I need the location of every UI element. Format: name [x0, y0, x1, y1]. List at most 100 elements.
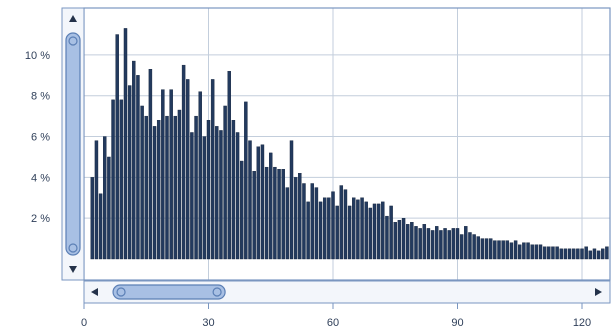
histogram-bar [596, 250, 601, 260]
histogram-bar [538, 244, 543, 260]
vertical-thumb-grip-bottom-icon [68, 243, 78, 253]
histogram-bar [186, 79, 190, 260]
histogram-bar [277, 169, 281, 260]
x-tick-label: 0 [81, 317, 87, 329]
x-tick-label: 120 [573, 317, 591, 329]
histogram-bar [559, 248, 563, 260]
histogram-bar [148, 69, 153, 260]
histogram-bar [281, 169, 285, 260]
histogram-bar [605, 246, 609, 260]
histogram-bar [177, 109, 182, 260]
histogram-bar [588, 250, 593, 260]
histogram-bar [443, 228, 447, 260]
histogram-bar [161, 89, 165, 260]
histogram-bar [165, 115, 169, 260]
scroll-right-arrow-icon[interactable] [595, 288, 602, 296]
histogram-bar [156, 120, 161, 260]
vertical-scroll-thumb[interactable] [65, 32, 81, 256]
histogram-bar [206, 120, 211, 260]
histogram-bar [368, 207, 373, 260]
histogram-bar [293, 177, 298, 260]
histogram-bar [223, 105, 227, 260]
histogram-bar [306, 201, 310, 260]
histogram-bar [269, 152, 273, 260]
histogram-bar [107, 156, 111, 260]
histogram-bar [360, 197, 364, 260]
histogram-bar [571, 248, 576, 260]
histogram-bar [422, 224, 427, 260]
histogram-bar [393, 222, 397, 260]
histogram-bar [123, 28, 128, 260]
histogram-bar [542, 246, 547, 260]
histogram-bar [94, 140, 99, 260]
histogram-bar [339, 185, 344, 260]
histogram-bar [518, 244, 522, 260]
histogram-bar [352, 197, 356, 260]
histogram-bar [480, 238, 485, 260]
histogram-bar [119, 99, 124, 260]
histogram-bar [190, 132, 194, 260]
histogram-bar [322, 197, 327, 260]
scroll-down-arrow-icon[interactable] [69, 266, 77, 273]
histogram-bar [488, 238, 493, 260]
histogram-bar [231, 120, 236, 260]
histogram-bar [534, 244, 539, 260]
scroll-left-arrow-icon[interactable] [91, 288, 98, 296]
histogram-bar [181, 64, 186, 260]
histogram-bar [580, 248, 584, 260]
horizontal-thumb-grip-right-icon [212, 287, 222, 297]
histogram-bar [472, 234, 476, 260]
histogram-bar [459, 234, 464, 260]
bar-series [90, 28, 609, 260]
histogram-bar [198, 91, 202, 260]
histogram-bar [318, 201, 323, 260]
histogram-bar [430, 230, 435, 260]
vertical-scrollbar[interactable] [61, 7, 85, 281]
x-tick-label: 60 [327, 317, 339, 329]
y-axis-tick-labels: 2 % 4 % 6 % 8 % 10 % [25, 50, 50, 225]
histogram-bar [563, 248, 568, 260]
histogram-bar [576, 248, 580, 260]
histogram-bar [132, 60, 136, 260]
histogram-bar [256, 146, 261, 260]
histogram-bar [314, 187, 319, 260]
histogram-bar [248, 140, 252, 260]
histogram-bar [547, 246, 551, 260]
histogram-bar [555, 246, 559, 260]
vertical-thumb-grip-top-icon [68, 36, 78, 46]
histogram-bar [136, 75, 140, 260]
histogram-bar [239, 160, 244, 260]
histogram-bar [468, 232, 472, 260]
histogram-bar [439, 230, 443, 260]
histogram-bar [522, 242, 526, 260]
histogram-bar [144, 115, 148, 260]
histogram-bar [260, 144, 265, 260]
histogram-bar [140, 105, 144, 260]
histogram-bar [111, 99, 115, 260]
horizontal-scrollbar[interactable] [83, 280, 611, 304]
y-tick-label: 10 % [25, 50, 50, 62]
histogram-bar [426, 228, 431, 260]
histogram-bar [356, 199, 360, 260]
histogram-bar [376, 203, 381, 260]
x-tick-label: 90 [451, 317, 463, 329]
horizontal-scroll-thumb[interactable] [112, 284, 226, 300]
histogram-bar [530, 244, 534, 260]
histogram-bar [497, 240, 501, 260]
histogram-bar [173, 115, 178, 260]
scroll-up-arrow-icon[interactable] [69, 15, 77, 22]
histogram-bar [493, 240, 497, 260]
histogram-bar [289, 140, 294, 260]
histogram-bar [592, 248, 597, 260]
histogram-bar [381, 201, 385, 260]
histogram-bar [401, 217, 406, 260]
histogram-bar [98, 193, 103, 260]
histogram-bar [410, 222, 414, 260]
x-axis-tick-labels: 0 30 60 90 120 [81, 303, 591, 329]
histogram-bar [435, 226, 439, 260]
histogram-bar [235, 132, 240, 260]
histogram-bar [343, 189, 348, 260]
histogram-bar [215, 126, 219, 260]
histogram-bar [484, 238, 489, 260]
